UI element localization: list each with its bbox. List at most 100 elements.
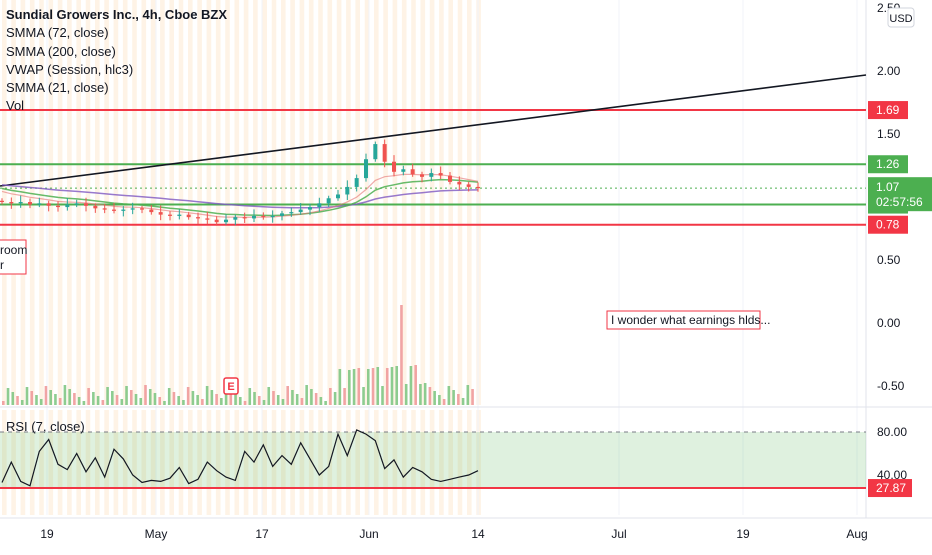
- volume-bar: [414, 365, 417, 405]
- time-tick-label: 19: [736, 527, 750, 541]
- session-stripe: [169, 410, 174, 515]
- last-price-label: 1.07: [876, 180, 900, 194]
- indicator-smma-200[interactable]: SMMA (200, close): [6, 43, 116, 59]
- session-stripe: [281, 0, 286, 405]
- volume-bar: [457, 394, 460, 405]
- volume-bar: [148, 389, 152, 405]
- price-tick-label: 0.00: [877, 316, 901, 330]
- chart-title[interactable]: Sundial Growers Inc., 4h, Cboe BZX: [6, 7, 228, 22]
- candle: [336, 194, 340, 199]
- session-stripe: [104, 410, 109, 515]
- session-stripe: [411, 0, 416, 405]
- session-stripe: [215, 0, 221, 405]
- indicator-volume[interactable]: Vol: [6, 98, 25, 114]
- level-price-label: 1.26: [876, 157, 900, 171]
- volume-bar: [257, 396, 261, 405]
- candle: [46, 203, 51, 206]
- rsi-pane: [0, 429, 866, 490]
- indicator-smma-21[interactable]: SMMA (21, close): [6, 80, 109, 96]
- session-stripe: [374, 410, 379, 515]
- price-tick-label: 2.00: [877, 64, 901, 78]
- session-stripe: [85, 410, 91, 515]
- rsi-label[interactable]: RSI (7, close): [6, 419, 85, 434]
- session-stripe: [48, 0, 54, 405]
- session-stripe: [429, 410, 435, 515]
- volume-bar: [371, 368, 375, 405]
- session-stripe: [132, 410, 137, 515]
- candle: [214, 219, 219, 223]
- session-stripe: [401, 0, 407, 405]
- time-tick-label: 19: [40, 527, 54, 541]
- volume-bar: [333, 392, 337, 405]
- volume-bar: [172, 392, 176, 405]
- candle: [9, 202, 14, 204]
- volume-bars: [2, 305, 474, 405]
- session-stripe: [215, 410, 221, 515]
- volume-bar: [329, 388, 332, 405]
- volume-bar: [96, 396, 100, 405]
- volume-bar: [400, 305, 403, 405]
- session-stripe: [2, 410, 7, 515]
- time-tick-label: Aug: [846, 527, 867, 541]
- volume-bar: [153, 393, 157, 405]
- volume-bar: [466, 385, 470, 405]
- indicator-vwap[interactable]: VWAP (Session, hlc3): [6, 61, 134, 77]
- level-price-label: 1.69: [876, 103, 900, 117]
- volume-bar: [262, 400, 266, 405]
- volume-bar: [125, 386, 128, 405]
- session-stripe: [336, 410, 342, 515]
- session-stripe: [467, 0, 472, 405]
- indicator-smma-72[interactable]: SMMA (72, close): [6, 25, 109, 41]
- rsi-line: [1, 429, 479, 487]
- volume-bar: [438, 395, 441, 405]
- candle: [149, 209, 154, 213]
- candle: [373, 144, 378, 160]
- volume-bar: [447, 386, 451, 405]
- volume-bar: [404, 384, 408, 405]
- candle: [0, 200, 4, 203]
- volume-bar: [115, 395, 119, 405]
- time-axis: 19 May 17 Jun 14 Jul 19 Aug: [40, 527, 867, 541]
- session-stripe: [262, 0, 267, 405]
- volume-bar: [220, 398, 223, 405]
- session-stripe: [188, 0, 193, 405]
- volume-bar: [54, 394, 57, 405]
- currency-badge: [887, 7, 915, 28]
- volume-bar: [461, 398, 465, 405]
- volume-bar: [139, 398, 143, 405]
- volume-bar: [324, 401, 327, 405]
- candle: [18, 202, 23, 204]
- volume-bar: [295, 394, 299, 405]
- note-text: I wonder what earnings hlds...: [611, 313, 770, 327]
- volume-bar: [452, 390, 455, 405]
- volume-bar: [92, 392, 95, 405]
- volume-bar: [300, 398, 304, 405]
- session-stripe: [262, 410, 267, 515]
- candle: [186, 214, 191, 218]
- last-price-tag: [868, 177, 932, 212]
- earnings-label: E: [227, 381, 234, 393]
- session-stripe: [243, 0, 249, 405]
- volume-bar: [433, 391, 436, 405]
- session-stripe: [20, 0, 26, 405]
- session-stripe: [476, 410, 481, 515]
- price-tick-label: 0.50: [877, 253, 901, 267]
- candle: [242, 217, 247, 219]
- session-stripe: [234, 0, 240, 405]
- volume-bar: [49, 390, 52, 405]
- session-stripe: [132, 0, 137, 405]
- earnings-box: [223, 377, 239, 395]
- session-stripe: [141, 410, 147, 515]
- session-stripe: [429, 0, 435, 405]
- countdown-label: 02:57:56: [876, 195, 923, 209]
- smma-200-line: [1, 184, 479, 209]
- candle: [177, 214, 182, 216]
- session-stripe: [374, 0, 379, 405]
- session-stripe: [290, 0, 295, 405]
- session-stripe: [178, 0, 184, 405]
- session-stripe: [346, 0, 351, 405]
- session-stripe: [188, 410, 193, 515]
- session-stripe: [160, 0, 165, 405]
